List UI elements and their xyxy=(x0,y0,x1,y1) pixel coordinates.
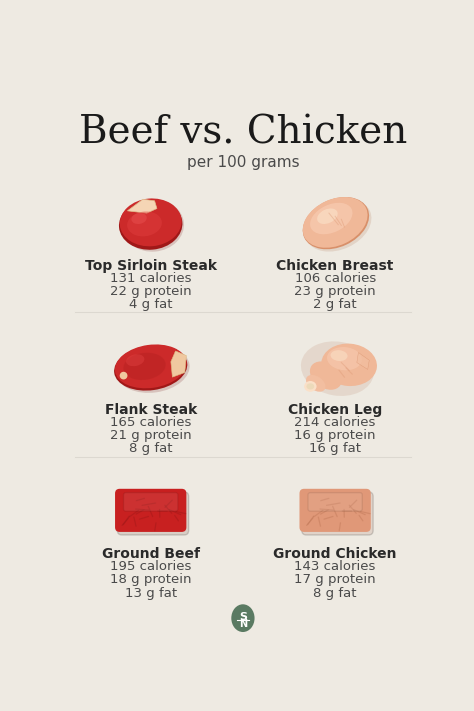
Text: Ground Beef: Ground Beef xyxy=(102,547,200,561)
Text: 106 calories: 106 calories xyxy=(294,272,376,284)
Text: 143 calories: 143 calories xyxy=(294,560,376,573)
Text: 16 g protein: 16 g protein xyxy=(294,429,376,442)
Text: Chicken Leg: Chicken Leg xyxy=(288,402,382,417)
Text: 131 calories: 131 calories xyxy=(110,272,191,284)
Ellipse shape xyxy=(317,208,337,224)
Text: 8 g fat: 8 g fat xyxy=(313,587,357,599)
Text: 13 g fat: 13 g fat xyxy=(125,587,177,599)
Ellipse shape xyxy=(114,346,187,390)
Ellipse shape xyxy=(321,343,377,386)
FancyBboxPatch shape xyxy=(308,493,362,511)
Text: S: S xyxy=(239,611,247,621)
Text: Ground Chicken: Ground Chicken xyxy=(273,547,397,561)
Ellipse shape xyxy=(306,375,326,392)
Ellipse shape xyxy=(330,351,347,361)
Ellipse shape xyxy=(131,213,147,224)
Text: 2 g fat: 2 g fat xyxy=(313,298,357,311)
Ellipse shape xyxy=(303,197,367,247)
Ellipse shape xyxy=(303,197,369,250)
Ellipse shape xyxy=(126,354,145,366)
Text: 23 g protein: 23 g protein xyxy=(294,284,376,298)
Text: 17 g protein: 17 g protein xyxy=(294,574,376,587)
Polygon shape xyxy=(171,351,186,377)
Ellipse shape xyxy=(123,353,166,380)
Ellipse shape xyxy=(115,344,186,388)
FancyBboxPatch shape xyxy=(302,492,373,535)
Text: 22 g protein: 22 g protein xyxy=(110,284,191,298)
Ellipse shape xyxy=(231,604,255,632)
Text: Flank Steak: Flank Steak xyxy=(105,402,197,417)
Polygon shape xyxy=(128,199,157,213)
Ellipse shape xyxy=(310,203,353,234)
FancyBboxPatch shape xyxy=(118,492,189,535)
Circle shape xyxy=(120,372,128,380)
Ellipse shape xyxy=(127,211,162,236)
Text: Beef vs. Chicken: Beef vs. Chicken xyxy=(79,114,407,151)
Ellipse shape xyxy=(327,347,362,370)
Text: Chicken Breast: Chicken Breast xyxy=(276,259,394,272)
Ellipse shape xyxy=(301,341,374,396)
Text: 4 g fat: 4 g fat xyxy=(129,298,173,311)
Text: 16 g fat: 16 g fat xyxy=(309,442,361,455)
Polygon shape xyxy=(357,353,369,370)
Ellipse shape xyxy=(119,200,182,250)
Text: per 100 grams: per 100 grams xyxy=(187,155,299,170)
Text: 21 g protein: 21 g protein xyxy=(110,429,191,442)
Ellipse shape xyxy=(122,199,184,252)
Text: 195 calories: 195 calories xyxy=(110,560,191,573)
Ellipse shape xyxy=(305,199,372,252)
Ellipse shape xyxy=(120,198,182,246)
Text: 214 calories: 214 calories xyxy=(294,416,376,429)
Text: N: N xyxy=(239,619,247,629)
FancyBboxPatch shape xyxy=(115,488,186,532)
Ellipse shape xyxy=(307,383,314,390)
FancyBboxPatch shape xyxy=(124,493,178,511)
Ellipse shape xyxy=(310,361,342,390)
FancyBboxPatch shape xyxy=(300,488,371,532)
Ellipse shape xyxy=(304,381,317,392)
Ellipse shape xyxy=(117,346,190,393)
Text: Top Sirloin Steak: Top Sirloin Steak xyxy=(85,259,217,272)
Text: 8 g fat: 8 g fat xyxy=(129,442,173,455)
Text: 165 calories: 165 calories xyxy=(110,416,191,429)
Text: 18 g protein: 18 g protein xyxy=(110,574,191,587)
